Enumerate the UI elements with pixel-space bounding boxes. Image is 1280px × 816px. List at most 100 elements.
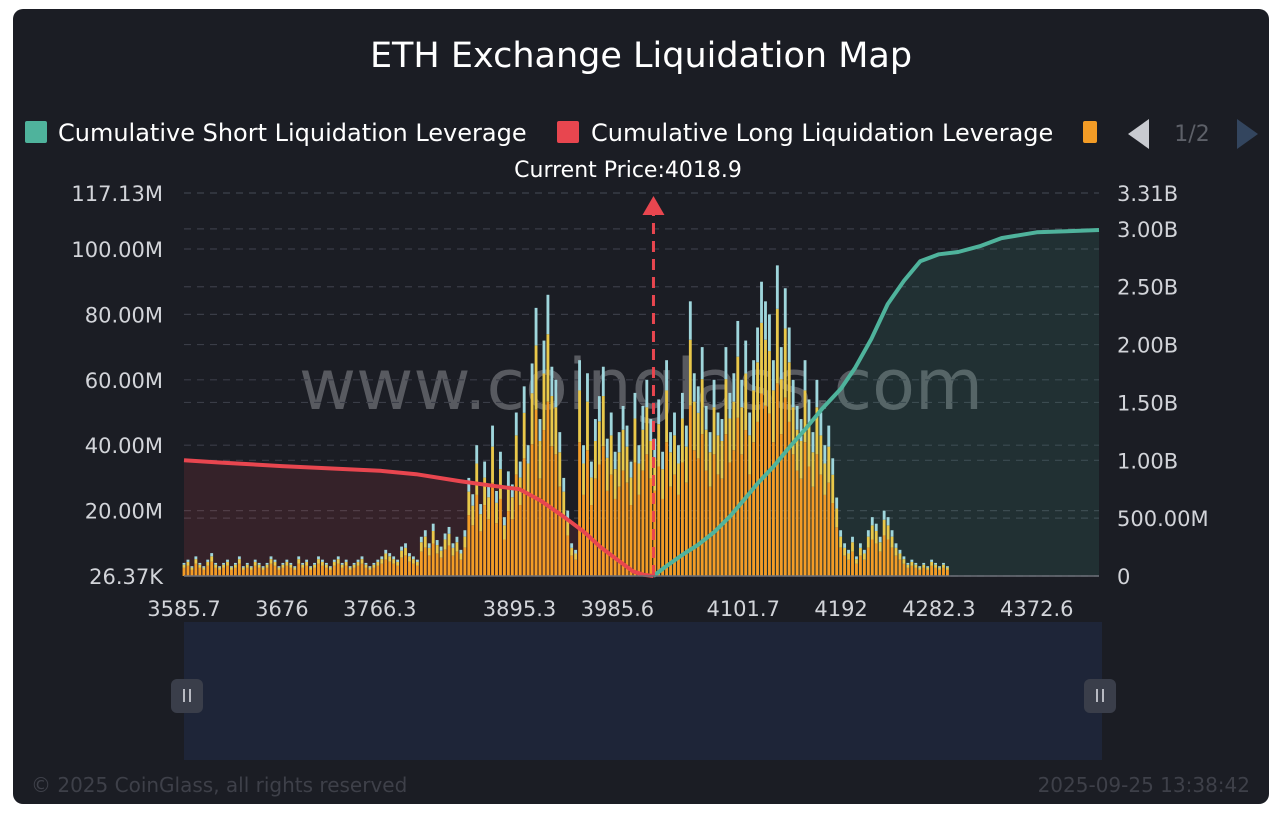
bar-segment-orange (768, 413, 771, 576)
bar-segment-orange (384, 559, 388, 576)
x-tick-label: 3766.3 (343, 597, 416, 621)
bar-segment-yellow (344, 561, 348, 566)
bar-segment-orange (918, 569, 922, 576)
bar-segment-cyan (475, 445, 479, 464)
bar-segment-orange (787, 421, 791, 576)
bar-segment-yellow (435, 545, 439, 554)
bar-segment-cyan (696, 386, 700, 413)
bar-segment-orange (241, 569, 245, 576)
bar-segment-yellow (823, 463, 827, 495)
x-tick-label: 3895.3 (483, 597, 556, 621)
footer-timestamp: 2025-09-25 13:38:42 (1038, 773, 1250, 797)
bar-segment-orange (261, 569, 265, 576)
x-tick-label: 4372.6 (1000, 597, 1073, 621)
bar-segment-cyan (471, 494, 475, 506)
liquidation-bars (182, 265, 949, 576)
bar-segment-orange (934, 567, 937, 576)
bar-segment-cyan (914, 562, 918, 565)
bar-segment-orange (613, 498, 617, 576)
bar-segment-yellow (439, 550, 443, 558)
bar-segment-orange (922, 567, 926, 576)
footer-copyright: © 2025 CoinGlass, all rights reserved (31, 773, 407, 797)
zoom-handle-right[interactable] (1084, 679, 1116, 713)
bar-segment-yellow (768, 351, 771, 414)
zoom-slider[interactable] (171, 622, 1116, 760)
bar-segment-cyan (210, 553, 214, 557)
bar-segment-yellow (605, 457, 609, 491)
triangle-right-icon[interactable] (1237, 119, 1258, 149)
bar-segment-yellow (348, 567, 352, 570)
bar-segment-cyan (649, 419, 653, 442)
bar-segment-yellow (855, 559, 858, 564)
bar-segment-orange (396, 565, 400, 576)
bar-segment-yellow (787, 362, 791, 422)
legend-label-short[interactable]: Cumulative Short Liquidation Leverage (58, 119, 527, 147)
zoom-slider-track[interactable] (184, 622, 1102, 760)
bar-segment-cyan (368, 566, 372, 568)
bar-segment-cyan (823, 445, 827, 464)
bar-segment-cyan (190, 566, 194, 568)
bar-segment-cyan (241, 566, 245, 568)
bar-segment-orange (499, 498, 502, 576)
legend[interactable]: Cumulative Short Liquidation Leverage Cu… (25, 119, 1258, 149)
bar-segment-cyan (811, 432, 815, 453)
bar-segment-cyan (930, 559, 934, 562)
bar-segment-orange (435, 553, 439, 576)
bar-segment-yellow (273, 561, 277, 566)
bar-segment-yellow (479, 514, 483, 532)
bar-segment-yellow (760, 322, 763, 394)
bar-segment-yellow (866, 536, 870, 548)
bar-segment-orange (744, 430, 748, 576)
legend-label-long[interactable]: Cumulative Long Liquidation Leverage (591, 119, 1053, 147)
bar-segment-cyan (324, 562, 328, 565)
bar-segment-orange (617, 486, 621, 576)
bar-segment-yellow (313, 564, 316, 568)
bar-segment-yellow (906, 564, 910, 568)
bar-segment-cyan (412, 556, 415, 560)
bar-segment-orange (277, 569, 281, 576)
bar-segment-cyan (720, 419, 724, 442)
zoom-handle-left[interactable] (171, 679, 203, 713)
triangle-left-icon[interactable] (1128, 119, 1149, 149)
short-leverage-line (652, 228, 1100, 578)
bar-segment-cyan (787, 327, 791, 363)
bar-segment-orange (898, 559, 902, 576)
bar-segment-cyan (791, 379, 795, 408)
bar-segment-orange (226, 565, 229, 576)
bar-segment-yellow (506, 486, 510, 512)
bar-segment-orange (510, 519, 514, 576)
bar-segment-cyan (301, 562, 305, 565)
bar-segment-cyan (237, 556, 241, 560)
bar-segment-cyan (313, 562, 316, 565)
bar-segment-orange (862, 559, 866, 576)
bar-segment-yellow (862, 553, 866, 560)
bar-segment-yellow (938, 567, 941, 570)
bar-segment-cyan (744, 340, 748, 374)
bar-segment-cyan (910, 559, 914, 562)
bar-segment-orange (368, 569, 372, 576)
y-left-tick-label: 40.00M (85, 434, 163, 458)
bar-segment-cyan (688, 301, 692, 340)
bar-segment-orange (415, 565, 419, 576)
bar-segment-orange (324, 567, 328, 576)
bar-segment-yellow (748, 435, 752, 475)
y-left-tick-label: 117.13M (71, 182, 163, 206)
y-left-tick-label: 26.37K (89, 565, 164, 589)
chart-title: ETH Exchange Liquidation Map (370, 36, 912, 76)
bar-segment-cyan (601, 366, 605, 397)
bar-segment-orange (495, 523, 498, 576)
bar-segment-orange (688, 405, 692, 576)
bar-segment-cyan (740, 379, 744, 408)
bar-segment-yellow (332, 561, 336, 566)
bar-segment-cyan (692, 373, 696, 402)
bar-segment-orange (570, 555, 574, 576)
bar-segment-yellow (499, 469, 502, 499)
chart-panel: ETH Exchange Liquidation Map Cumulative … (13, 9, 1269, 804)
bar-segment-yellow (791, 407, 795, 455)
bar-segment-orange (771, 442, 775, 576)
bar-segment-orange (245, 567, 249, 576)
bar-segment-orange (605, 490, 609, 576)
bar-segment-cyan (514, 412, 518, 436)
bar-segment-yellow (554, 407, 558, 455)
bar-segment-orange (269, 563, 273, 576)
